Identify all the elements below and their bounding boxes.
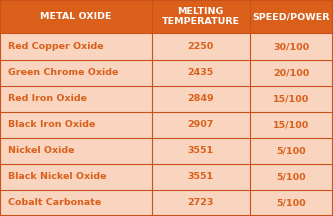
Bar [152,190,250,216]
Bar [250,86,333,112]
Bar [250,138,333,164]
Text: 15/100: 15/100 [273,94,309,103]
Bar [0,190,152,216]
Bar [0,112,152,138]
Bar [0,33,152,60]
Text: 3551: 3551 [187,146,214,155]
Bar [152,86,250,112]
Text: 3551: 3551 [187,172,214,181]
Text: Red Copper Oxide: Red Copper Oxide [8,42,104,51]
Text: 20/100: 20/100 [273,68,309,77]
Text: Green Chrome Oxide: Green Chrome Oxide [8,68,119,77]
Bar [0,86,152,112]
Bar [152,60,250,86]
Text: 5/100: 5/100 [277,146,306,155]
Bar [152,0,250,33]
Text: 5/100: 5/100 [277,172,306,181]
Text: MELTING
TEMPERATURE: MELTING TEMPERATURE [162,7,240,26]
Text: Black Nickel Oxide: Black Nickel Oxide [8,172,107,181]
Text: Nickel Oxide: Nickel Oxide [8,146,75,155]
Bar [250,112,333,138]
Bar [250,164,333,190]
Bar [0,60,152,86]
Bar [0,164,152,190]
Text: 2849: 2849 [187,94,214,103]
Bar [250,33,333,60]
Text: 2250: 2250 [187,42,214,51]
Text: Black Iron Oxide: Black Iron Oxide [8,120,96,129]
Text: SPEED/POWER: SPEED/POWER [253,12,330,21]
Text: 2907: 2907 [187,120,214,129]
Bar [250,0,333,33]
Bar [250,60,333,86]
Text: 2435: 2435 [187,68,214,77]
Text: Cobalt Carbonate: Cobalt Carbonate [8,199,102,207]
Bar [152,33,250,60]
Bar [0,138,152,164]
Bar [152,164,250,190]
Bar [250,190,333,216]
Bar [152,112,250,138]
Bar [0,0,152,33]
Text: METAL OXIDE: METAL OXIDE [40,12,112,21]
Text: 5/100: 5/100 [277,199,306,207]
Text: 30/100: 30/100 [273,42,309,51]
Text: Red Iron Oxide: Red Iron Oxide [8,94,87,103]
Text: 15/100: 15/100 [273,120,309,129]
Bar [152,138,250,164]
Text: 2723: 2723 [187,199,214,207]
